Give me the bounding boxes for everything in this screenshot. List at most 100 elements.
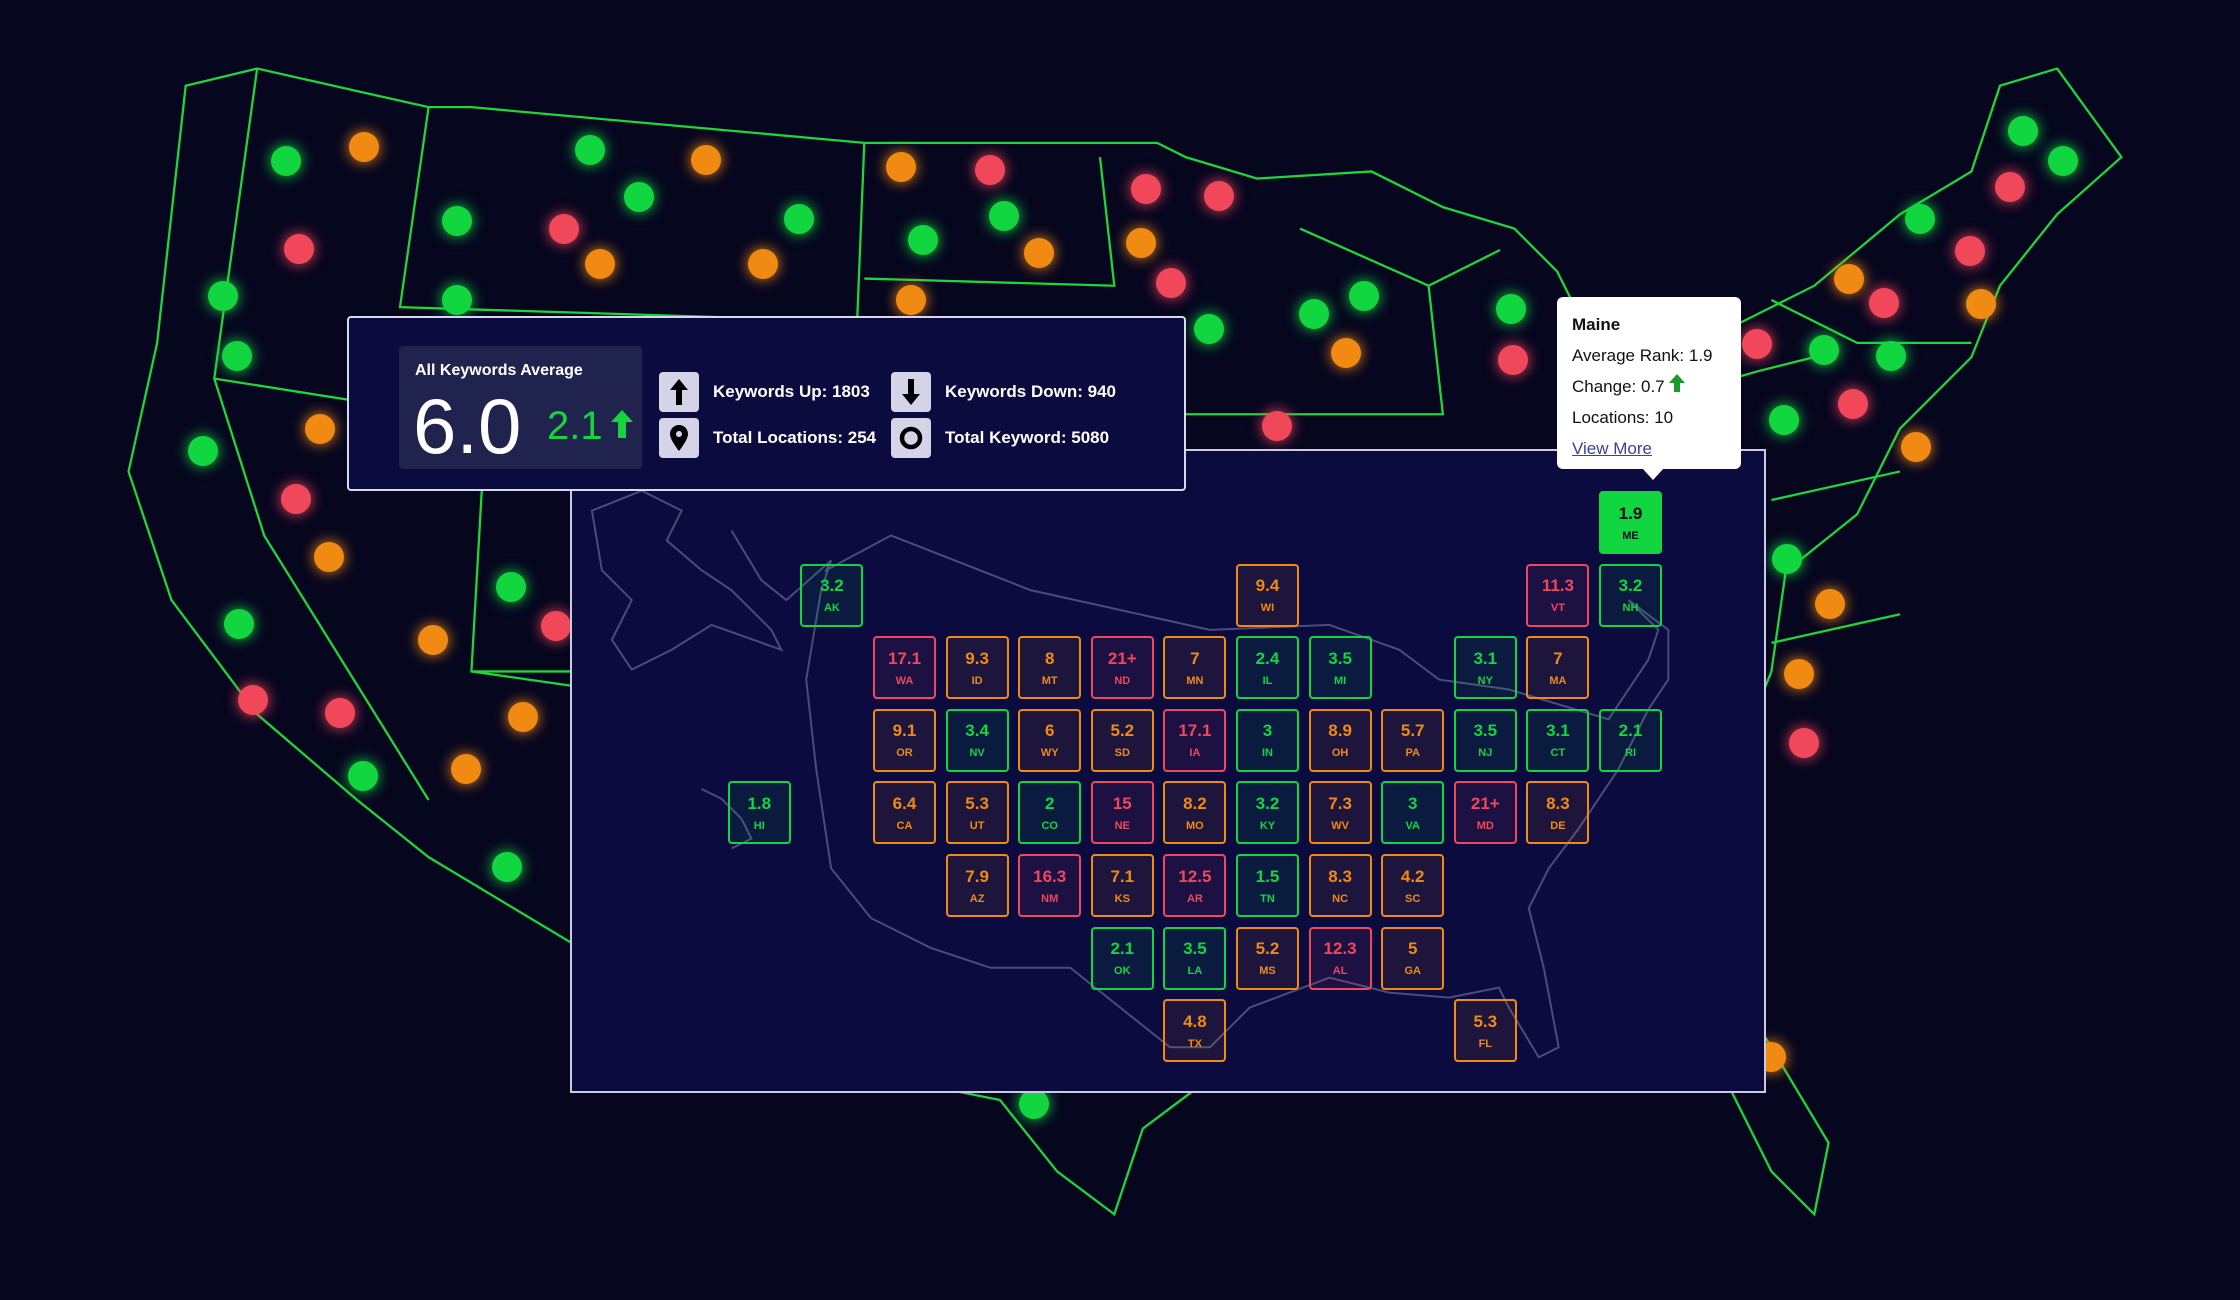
tile-value: 4.2: [1400, 866, 1425, 886]
state-tile-mn[interactable]: 7 MN: [1163, 636, 1227, 700]
state-tile-al[interactable]: 12.3 AL: [1308, 926, 1372, 990]
tile-state-abbr: NJ: [1478, 747, 1493, 760]
tile-state-abbr: MN: [1186, 674, 1204, 687]
total-keyword-stat: Total Keyword: 5080: [891, 418, 1109, 458]
state-tile-de[interactable]: 8.3 DE: [1526, 781, 1590, 845]
tile-state-abbr: WY: [1040, 747, 1059, 760]
state-tile-wi[interactable]: 9.4 WI: [1236, 563, 1299, 627]
location-dot: [886, 152, 917, 183]
tile-state-abbr: ND: [1114, 674, 1131, 687]
state-tile-me[interactable]: 1.9 ME: [1599, 491, 1662, 554]
state-tile-pa[interactable]: 5.7 PA: [1381, 708, 1445, 772]
state-tile-id[interactable]: 9.3 ID: [945, 636, 1009, 700]
state-tile-tn[interactable]: 1.5 TN: [1236, 854, 1299, 917]
state-tile-nh[interactable]: 3.2 NH: [1599, 563, 1662, 627]
tile-state-abbr: AK: [823, 602, 840, 615]
state-tile-ny[interactable]: 3.1 NY: [1453, 636, 1517, 700]
state-tile-ar[interactable]: 12.5 AR: [1163, 854, 1227, 917]
tile-state-abbr: AR: [1186, 892, 1203, 905]
state-tile-hi[interactable]: 1.8 HI: [727, 781, 791, 845]
state-tile-fl[interactable]: 5.3 FL: [1453, 999, 1517, 1063]
location-dot: [1815, 589, 1845, 620]
location-dot: [1349, 280, 1380, 311]
tile-state-abbr: MD: [1476, 819, 1494, 832]
state-tile-sc[interactable]: 4.2 SC: [1381, 854, 1445, 917]
state-tile-vt[interactable]: 11.3 VT: [1526, 563, 1590, 627]
keywords-summary-card: All Keywords Average 6.0 2.1 Keywords Up…: [347, 316, 1186, 491]
state-tile-wv[interactable]: 7.3 WV: [1308, 781, 1372, 845]
tile-value: 15: [1112, 793, 1132, 813]
location-dot: [223, 609, 254, 640]
tile-state-abbr: MI: [1333, 674, 1347, 687]
state-tile-la[interactable]: 3.5 LA: [1163, 926, 1227, 990]
tile-value: 1.8: [747, 793, 772, 813]
state-tile-il[interactable]: 2.4 IL: [1236, 636, 1299, 700]
state-tile-ma[interactable]: 7 MA: [1526, 636, 1590, 700]
view-more-link[interactable]: View More: [1572, 439, 1652, 458]
location-dot: [442, 285, 473, 315]
state-tile-md[interactable]: 21+ MD: [1453, 781, 1517, 845]
location-dot: [1769, 405, 1800, 435]
state-tile-in[interactable]: 3 IN: [1236, 708, 1299, 772]
state-tile-wy[interactable]: 6 WY: [1018, 708, 1082, 772]
state-tile-mt[interactable]: 8 MT: [1018, 636, 1082, 700]
tile-state-abbr: CA: [896, 819, 913, 832]
state-tile-ok[interactable]: 2.1 OK: [1090, 926, 1154, 990]
state-tile-ri[interactable]: 2.1 RI: [1599, 708, 1662, 772]
state-tile-nm[interactable]: 16.3 NM: [1018, 854, 1082, 917]
state-tile-sd[interactable]: 5.2 SD: [1090, 708, 1154, 772]
state-tile-wa[interactable]: 17.1 WA: [873, 636, 936, 700]
us-outline-faint: [590, 489, 1670, 1059]
tile-value: 2.4: [1255, 648, 1280, 668]
state-tile-nd[interactable]: 21+ ND: [1090, 636, 1154, 700]
tile-value: 9.1: [892, 721, 917, 741]
tile-value: 2.1: [1110, 939, 1135, 959]
tile-state-abbr: HI: [753, 819, 765, 832]
tile-state-abbr: OR: [896, 747, 913, 760]
circle-icon: [891, 418, 931, 458]
state-tile-ct[interactable]: 3.1 CT: [1526, 708, 1590, 772]
state-tile-va[interactable]: 3 VA: [1381, 781, 1445, 845]
tile-state-abbr: RI: [1625, 747, 1636, 760]
state-tile-ms[interactable]: 5.2 MS: [1236, 926, 1299, 990]
location-dot: [1869, 287, 1900, 318]
tile-state-abbr: ME: [1622, 529, 1639, 542]
location-dot: [2047, 146, 2078, 177]
tile-value: 21+: [1107, 648, 1137, 668]
tile-value: 12.3: [1323, 939, 1357, 959]
state-tile-oh[interactable]: 8.9 OH: [1308, 708, 1372, 772]
state-tile-az[interactable]: 7.9 AZ: [945, 854, 1009, 917]
state-tile-ne[interactable]: 15 NE: [1090, 781, 1154, 845]
state-tile-ca[interactable]: 6.4 CA: [873, 781, 936, 845]
state-tile-nj[interactable]: 3.5 NJ: [1453, 708, 1517, 772]
location-dot: [585, 249, 615, 280]
state-tile-tx[interactable]: 4.8 TX: [1163, 999, 1227, 1063]
state-tile-or[interactable]: 9.1 OR: [873, 708, 936, 772]
tile-value: 3.4: [965, 721, 989, 741]
state-tile-ks[interactable]: 7.1 KS: [1090, 854, 1154, 917]
state-tooltip: Maine Average Rank: 1.9 Change: 0.7 Loca…: [1557, 297, 1741, 480]
arrow-up-icon: [659, 372, 699, 412]
arrow-up-icon: [1669, 374, 1686, 392]
state-tile-ia[interactable]: 17.1 IA: [1163, 708, 1227, 772]
state-tile-ak[interactable]: 3.2 AK: [800, 563, 864, 627]
tile-value: 5.7: [1400, 721, 1425, 741]
location-dot: [1023, 237, 1054, 268]
location-dot: [1203, 180, 1234, 211]
state-tile-nc[interactable]: 8.3 NC: [1308, 854, 1372, 917]
state-tile-ky[interactable]: 3.2 KY: [1236, 781, 1299, 845]
state-tile-co[interactable]: 2 CO: [1018, 781, 1082, 845]
tooltip-change-row: Change: 0.7: [1572, 371, 1726, 402]
location-dot: [1789, 727, 1820, 758]
state-tile-mi[interactable]: 3.5 MI: [1308, 636, 1372, 700]
location-dot: [313, 542, 344, 573]
state-tile-mo[interactable]: 8.2 MO: [1163, 781, 1227, 845]
location-dot: [896, 285, 927, 315]
state-tile-ga[interactable]: 5 GA: [1381, 926, 1445, 990]
location-dot: [975, 155, 1005, 185]
state-tile-ut[interactable]: 5.3 UT: [945, 781, 1009, 845]
tile-value: 4.8: [1183, 1011, 1207, 1031]
tile-value: 2.1: [1618, 721, 1643, 741]
tile-state-abbr: NC: [1332, 892, 1349, 905]
state-tile-nv[interactable]: 3.4 NV: [945, 708, 1009, 772]
